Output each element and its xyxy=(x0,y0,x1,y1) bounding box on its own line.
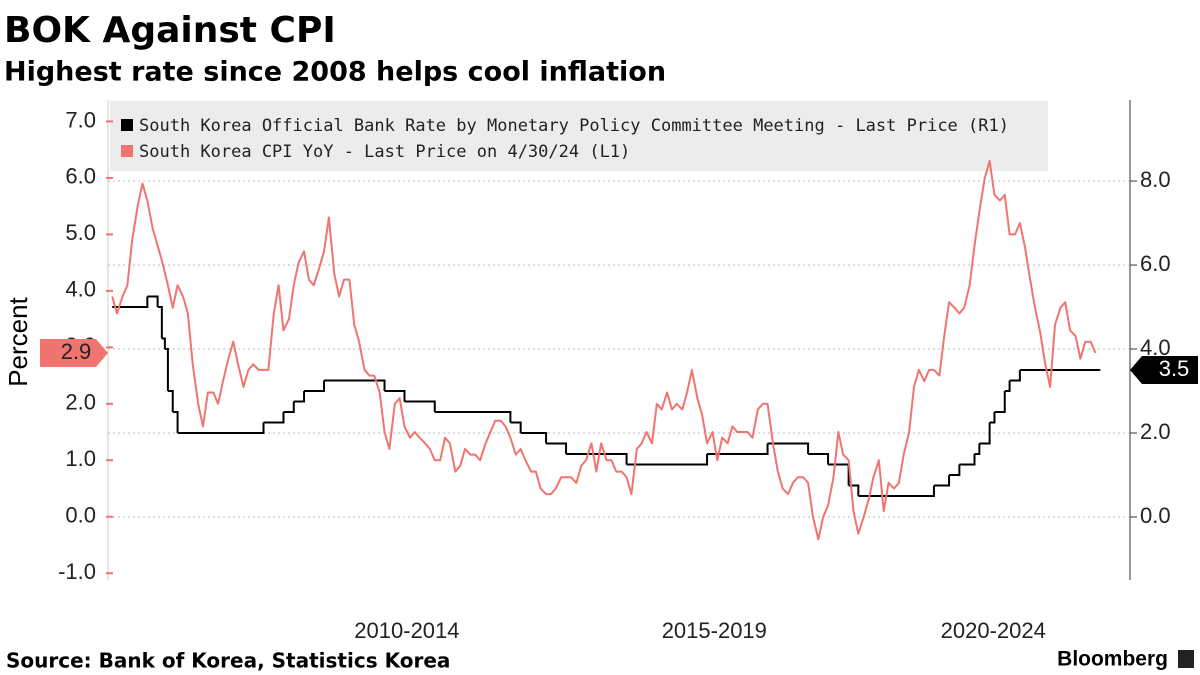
y-tick-label: 0.0 xyxy=(65,503,96,528)
step-segment xyxy=(979,422,991,445)
legend-label: South Korea CPI YoY - Last Price on 4/30… xyxy=(139,142,630,162)
step-segment xyxy=(520,432,548,444)
last-value-tag xyxy=(40,338,108,367)
legend-label: South Korea Official Bank Rate by Moneta… xyxy=(139,116,1009,136)
y-tick-label: 7.0 xyxy=(65,107,96,132)
y-tick-label: 6.0 xyxy=(65,164,96,189)
step-segment xyxy=(1004,380,1011,393)
step-segment xyxy=(933,475,951,487)
y-tick-label: 4.0 xyxy=(65,277,96,302)
step-segment xyxy=(434,411,512,423)
y2-tick-label: 4.0 xyxy=(1140,335,1171,360)
step-segment xyxy=(566,453,628,465)
step-segment xyxy=(959,454,976,466)
y-tick-label: 2.0 xyxy=(65,390,96,415)
step-segment xyxy=(707,443,769,456)
step-segment xyxy=(994,391,1006,414)
last-value-tag xyxy=(1130,356,1198,385)
x-tick-label: 2020-2024 xyxy=(941,618,1046,643)
legend-box xyxy=(110,101,1048,171)
step-segment xyxy=(510,421,522,434)
x-tick-label: 2010-2014 xyxy=(354,618,459,643)
y-tick-label: -1.0 xyxy=(58,559,96,584)
y-axis-label: Percent xyxy=(3,296,33,386)
step-segment xyxy=(304,380,326,393)
step-segment xyxy=(384,390,406,402)
chart-subtitle: Highest rate since 2008 helps cool infla… xyxy=(4,57,666,88)
last-value-label: 3.5 xyxy=(1159,356,1190,381)
y-tick-label: 1.0 xyxy=(65,446,96,471)
step-segment xyxy=(546,442,568,455)
legend-swatch xyxy=(121,145,133,157)
last-value-label: 2.9 xyxy=(61,339,92,364)
y-tick-label: 5.0 xyxy=(65,220,96,245)
step-segment xyxy=(172,411,179,434)
y2-tick-label: 2.0 xyxy=(1140,419,1171,444)
x-tick-label: 2015-2019 xyxy=(662,618,767,643)
step-segment xyxy=(324,379,386,392)
step-segment xyxy=(161,337,166,350)
step-segment xyxy=(828,463,850,486)
source-note: Source: Bank of Korea, Statistics Korea xyxy=(6,649,450,673)
y2-tick-label: 6.0 xyxy=(1140,251,1171,276)
step-segment xyxy=(263,412,285,424)
step-segment xyxy=(949,464,961,477)
series-line xyxy=(111,159,1097,541)
step-segment xyxy=(848,484,860,497)
step-segment xyxy=(164,348,169,392)
step-segment xyxy=(283,401,295,414)
step-segment xyxy=(293,391,306,403)
step-segment xyxy=(1009,370,1021,382)
y2-tick-label: 8.0 xyxy=(1140,167,1171,192)
step-segment xyxy=(404,400,436,413)
step-segment xyxy=(808,453,830,465)
step-segment xyxy=(767,442,810,455)
step-segment xyxy=(112,296,149,309)
chart-title: BOK Against CPI xyxy=(4,10,336,51)
step-segment xyxy=(177,422,265,435)
step-segment xyxy=(147,295,159,308)
y2-tick-label: 0.0 xyxy=(1140,503,1171,528)
step-segment xyxy=(167,390,174,413)
step-segment xyxy=(157,306,163,339)
step-segment xyxy=(858,485,935,498)
step-segment xyxy=(974,443,981,456)
legend-swatch xyxy=(121,119,133,131)
brand: Bloomberg xyxy=(1057,648,1168,671)
step-segment xyxy=(626,454,709,466)
brand-icon xyxy=(1178,650,1194,668)
step-segment xyxy=(989,412,996,424)
